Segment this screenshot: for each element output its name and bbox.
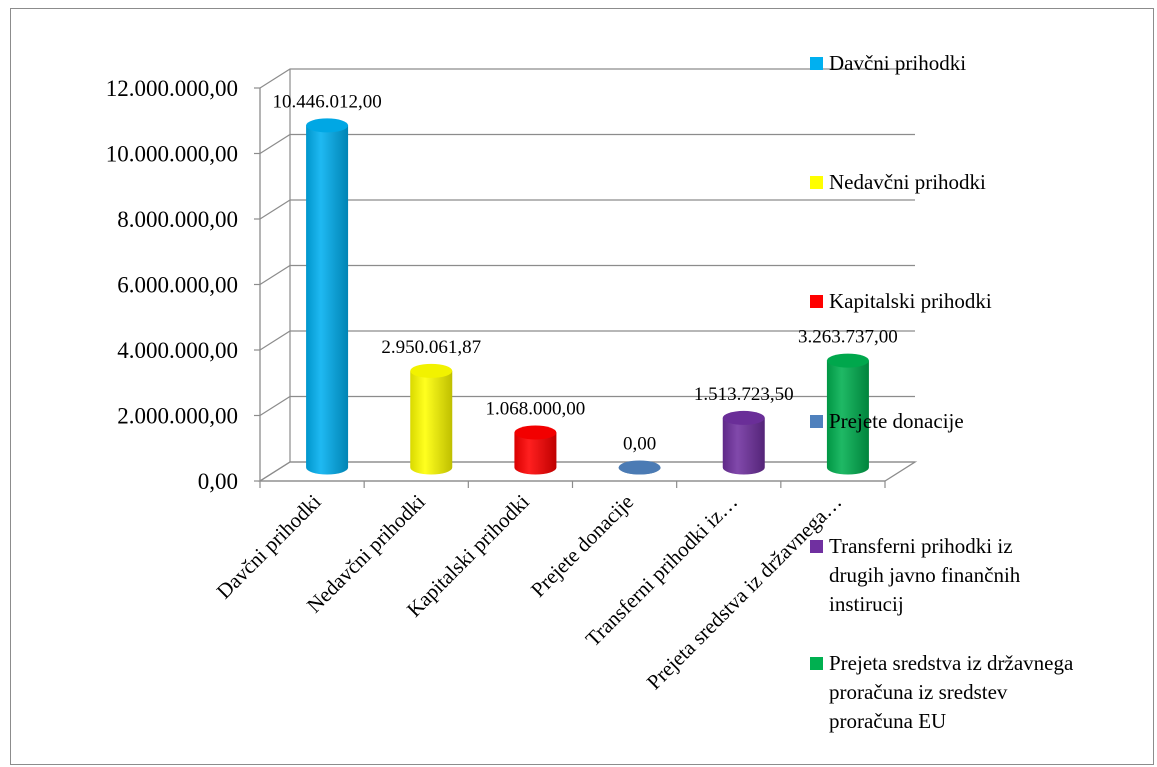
y-tick-label: 0,00 bbox=[198, 469, 238, 494]
bar bbox=[306, 118, 349, 475]
legend-label: proračuna iz sredstev bbox=[829, 680, 1008, 704]
legend-item: Transferni prihodki iz drugih javno finan… bbox=[810, 534, 1021, 616]
x-tick-label: Prejete donacije bbox=[526, 490, 638, 602]
legend-label: Transferni prihodki iz bbox=[829, 534, 1013, 558]
legend-label: drugih javno finančnih bbox=[829, 563, 1021, 587]
gridline bbox=[259, 133, 915, 155]
legend-swatch bbox=[810, 415, 823, 428]
chart-walls bbox=[257, 461, 918, 482]
bar-body bbox=[514, 432, 557, 475]
legend-item: Nedavčni prihodki bbox=[810, 170, 986, 194]
bar-top bbox=[410, 363, 453, 378]
bar bbox=[618, 460, 661, 475]
data-label: 2.950.061,87 bbox=[381, 337, 481, 358]
legend-item: Davčni prihodki bbox=[810, 51, 966, 75]
bar-body bbox=[722, 417, 765, 475]
bar-top bbox=[306, 118, 349, 133]
axes bbox=[254, 69, 886, 488]
legend-swatch bbox=[810, 657, 823, 670]
bar-top bbox=[722, 410, 765, 425]
bar-top bbox=[826, 353, 869, 368]
legend-label: instirucij bbox=[829, 592, 904, 616]
data-labels: 10.446.012,00 2.950.061,87 1.068.000,00 0,0… bbox=[272, 91, 897, 454]
legend-item: Prejete donacije bbox=[810, 409, 964, 433]
gridline bbox=[259, 264, 915, 286]
bars bbox=[306, 118, 869, 475]
bar bbox=[826, 353, 869, 475]
y-tick-label: 10.000.000,00 bbox=[106, 142, 238, 167]
data-label: 1.513.723,50 bbox=[694, 384, 794, 405]
legend-label: Davčni prihodki bbox=[829, 51, 966, 75]
chart-floor bbox=[257, 461, 918, 482]
legend-label: Nedavčni prihodki bbox=[829, 170, 986, 194]
bar bbox=[722, 410, 765, 475]
legend-swatch bbox=[810, 176, 823, 189]
bar-body bbox=[826, 360, 869, 475]
y-tick-label: 12.000.000,00 bbox=[106, 76, 238, 101]
x-tick-label: Davčni prihodki bbox=[212, 489, 326, 603]
bar-body bbox=[410, 370, 453, 475]
bar bbox=[514, 425, 557, 475]
legend-item: Kapitalski prihodki bbox=[810, 289, 992, 313]
y-tick-label: 2.000.000,00 bbox=[117, 404, 238, 429]
y-tick-label: 6.000.000,00 bbox=[117, 273, 238, 298]
bar-top bbox=[514, 425, 557, 440]
legend-swatch bbox=[810, 57, 823, 70]
data-label: 10.446.012,00 bbox=[272, 91, 381, 112]
legend-swatch bbox=[810, 295, 823, 308]
legend-label: Prejete donacije bbox=[829, 409, 964, 433]
data-label: 0,00 bbox=[623, 434, 656, 455]
bar-body bbox=[306, 125, 349, 475]
y-axis-tick-labels: 0,00 2.000.000,00 4.000.000,00 6.000.000,00… bbox=[106, 76, 238, 494]
gridline bbox=[259, 199, 915, 220]
data-label: 1.068.000,00 bbox=[486, 399, 586, 420]
legend-label: proračuna EU bbox=[829, 709, 946, 733]
legend-label: Prejeta sredstva iz državnega bbox=[829, 651, 1074, 675]
gridline bbox=[259, 395, 915, 417]
legend-item: Prejeta sredstva iz državnega proračuna i… bbox=[810, 651, 1074, 733]
y-tick-label: 4.000.000,00 bbox=[117, 338, 238, 363]
gridline bbox=[259, 68, 915, 89]
data-label: 3.263.737,00 bbox=[798, 327, 898, 348]
bar bbox=[410, 363, 453, 475]
bar-top bbox=[618, 460, 661, 475]
legend: Davčni prihodki Nedavčni prihodki Kapitals… bbox=[810, 51, 1074, 733]
legend-swatch bbox=[810, 540, 823, 553]
y-tick-label: 8.000.000,00 bbox=[117, 207, 238, 232]
legend-label: Kapitalski prihodki bbox=[829, 289, 992, 313]
